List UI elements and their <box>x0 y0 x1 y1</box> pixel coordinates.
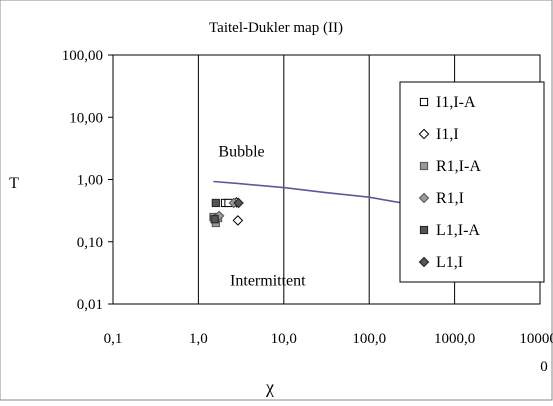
region-label: Bubble <box>218 143 264 160</box>
legend-marker <box>419 97 429 107</box>
legend-marker <box>419 161 429 171</box>
y-tick-label: 0,01 <box>77 297 103 313</box>
legend-label: R1,I-A <box>436 158 481 175</box>
legend-label: I1,I-A <box>436 94 476 111</box>
y-tick-label: 10,00 <box>69 110 103 126</box>
legend-marker <box>418 256 430 268</box>
x-axis-label: χ <box>265 377 274 397</box>
legend-marker <box>418 128 430 140</box>
y-tick-labels: 0,01 0,10 1,00 10,00 100,00 <box>62 48 103 313</box>
legend-box <box>399 81 545 283</box>
chart-title: Taitel-Dukler map (II) <box>209 20 343 36</box>
y-tick-label: 0,10 <box>77 235 103 251</box>
x-tick-label: 1,0 <box>189 331 208 347</box>
x-tick-label: 0,1 <box>104 331 123 347</box>
y-tick-label: 1,00 <box>77 173 103 189</box>
x-tick-label: 100,0 <box>352 331 386 347</box>
data-points <box>209 197 244 228</box>
legend-label: I1,I <box>436 126 459 143</box>
y-axis-label: T <box>9 175 19 192</box>
legend-marker <box>419 225 429 235</box>
legend-label: L1,I-A <box>436 222 480 239</box>
data-point <box>232 215 244 226</box>
data-point <box>233 197 244 209</box>
data-point <box>211 198 220 208</box>
y-tick-label: 100,00 <box>62 48 103 64</box>
x-tick-label: 10,0 <box>271 331 297 347</box>
legend-marker <box>418 192 430 204</box>
region-labels: Bubble Intermittent <box>218 143 306 289</box>
x-tick-label: 1000,0 <box>434 331 475 347</box>
legend-label: R1,I <box>436 190 464 207</box>
legend: I1,I-A I1,I R1,I-A R1,I L1,I-A L1,I <box>418 94 481 271</box>
region-label: Intermittent <box>230 272 306 289</box>
data-point <box>210 215 219 224</box>
legend-label: L1,I <box>436 254 463 271</box>
